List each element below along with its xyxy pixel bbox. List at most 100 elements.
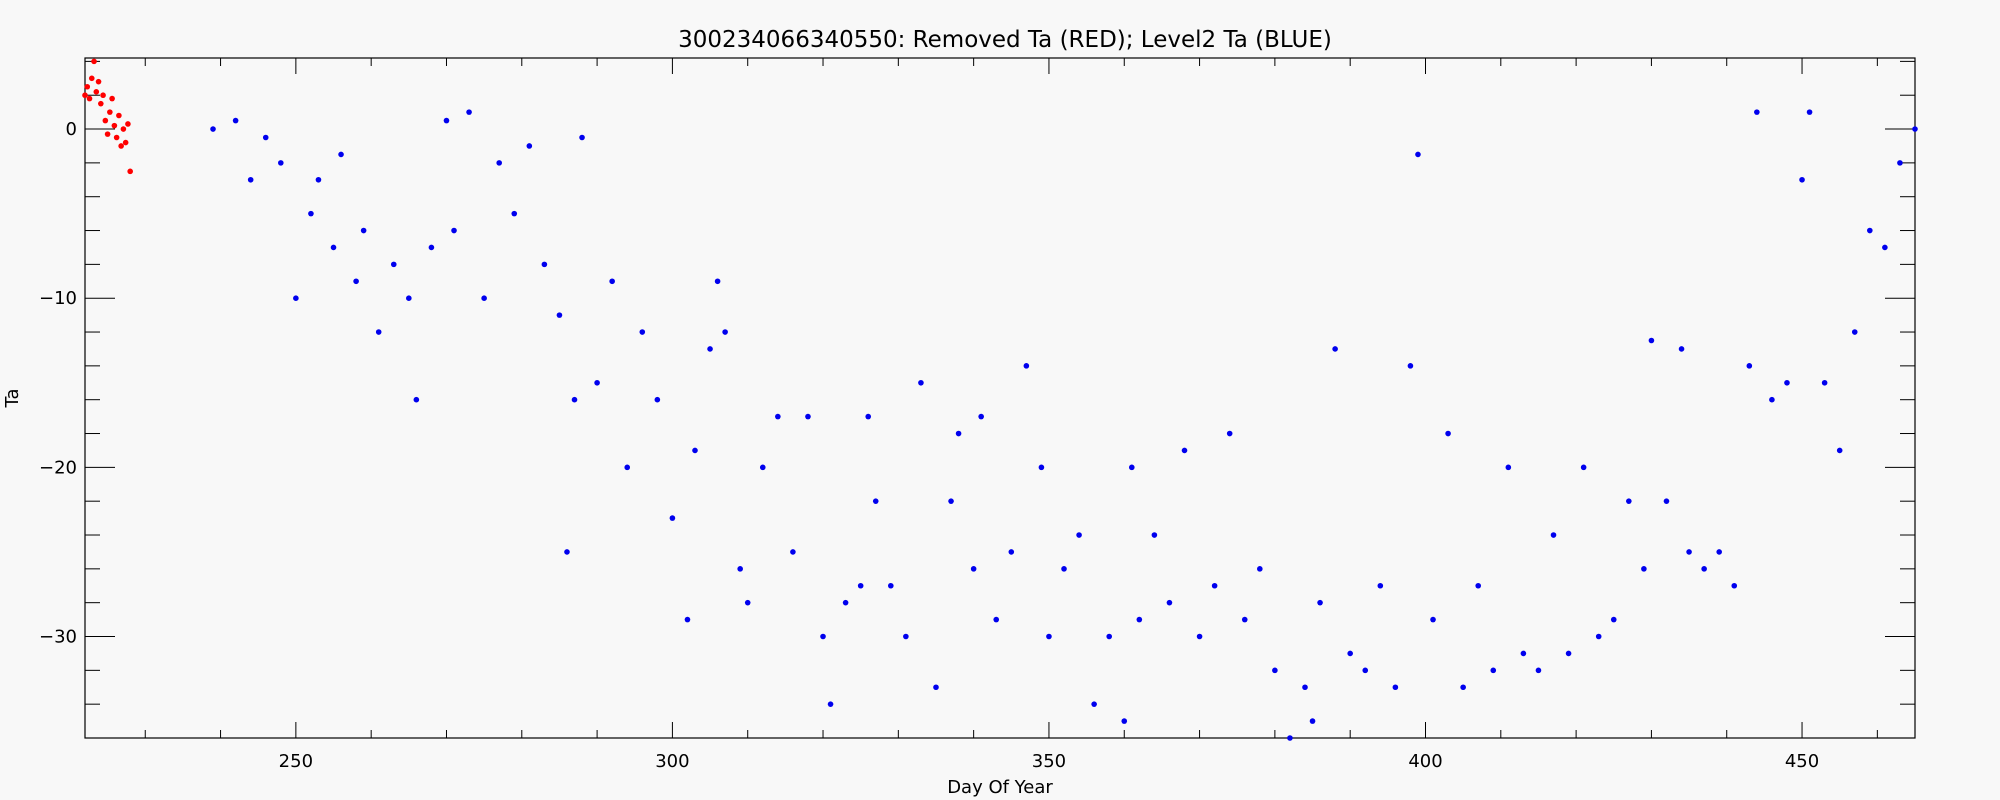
x-axis-label: Day Of Year	[947, 777, 1053, 798]
data-point	[428, 244, 435, 251]
data-point	[451, 227, 457, 234]
data-point	[1076, 532, 1082, 538]
data-point	[759, 464, 766, 471]
x-tick-label: 400	[1408, 751, 1442, 772]
data-point	[707, 346, 713, 352]
data-point	[122, 139, 129, 146]
data-point	[1128, 464, 1135, 471]
data-point	[1415, 151, 1421, 158]
data-point	[564, 549, 570, 555]
data-point	[669, 515, 676, 521]
axis-tick-labels: 250 300 350 400 450 0 −10 −20 −30	[39, 119, 1819, 772]
data-point	[1912, 126, 1918, 132]
data-point	[413, 396, 420, 403]
data-point	[692, 447, 698, 454]
data-point	[1505, 464, 1512, 471]
data-point	[1550, 532, 1557, 538]
data-point	[1821, 379, 1828, 386]
x-tick-label: 300	[655, 751, 689, 772]
data-point	[109, 95, 115, 102]
data-point	[91, 58, 97, 65]
data-point	[1430, 616, 1436, 623]
data-point	[100, 92, 106, 99]
data-point	[654, 396, 661, 403]
data-point	[1626, 498, 1632, 504]
data-point	[375, 329, 382, 335]
data-point	[1784, 379, 1790, 386]
data-point	[1023, 363, 1030, 369]
data-point	[111, 122, 118, 129]
data-point	[1038, 464, 1045, 471]
y-tick-label: −10	[39, 288, 77, 309]
data-point	[872, 498, 879, 504]
data-point	[390, 261, 397, 268]
data-point	[1008, 549, 1015, 555]
data-point	[1799, 176, 1805, 183]
data-point	[1061, 566, 1067, 572]
data-point	[1460, 684, 1466, 691]
data-point	[1046, 633, 1052, 640]
data-point	[1520, 650, 1527, 657]
data-points	[82, 58, 1918, 741]
data-point	[1686, 549, 1692, 555]
data-point	[1445, 430, 1451, 437]
data-point	[790, 549, 796, 555]
data-point	[1347, 650, 1353, 657]
data-point	[1377, 582, 1384, 589]
data-point	[84, 83, 91, 90]
data-point	[1151, 532, 1158, 538]
data-point	[315, 176, 322, 183]
series-level2-ta	[210, 109, 1918, 741]
data-point	[262, 134, 269, 141]
x-tick-label: 350	[1032, 751, 1066, 772]
data-point	[827, 701, 834, 707]
chart-title: 300234066340550: Removed Ta (RED); Level…	[678, 27, 1332, 53]
data-point	[118, 143, 124, 149]
data-point	[232, 117, 239, 124]
data-point	[496, 160, 502, 166]
data-point	[1407, 363, 1414, 369]
data-point	[353, 278, 359, 285]
data-point	[609, 278, 615, 285]
data-point	[278, 160, 284, 166]
data-point	[1580, 464, 1587, 471]
data-point	[993, 616, 1000, 623]
data-point	[1836, 447, 1843, 454]
data-point	[948, 498, 954, 504]
data-point	[1490, 667, 1497, 674]
data-point	[1897, 160, 1903, 166]
plot-frame	[84, 57, 1916, 739]
data-point	[1678, 346, 1685, 352]
data-point	[579, 134, 585, 141]
data-point	[104, 131, 111, 137]
data-point	[98, 100, 104, 107]
data-point	[842, 599, 849, 606]
axis-ticks	[85, 58, 1915, 739]
data-point	[107, 109, 113, 115]
data-point	[1610, 616, 1617, 623]
data-point	[247, 176, 254, 183]
data-point	[820, 633, 826, 640]
data-point	[125, 121, 131, 127]
data-point	[1392, 684, 1399, 691]
data-point	[1663, 498, 1670, 504]
data-point	[1226, 430, 1233, 437]
data-point	[1475, 582, 1482, 589]
data-point	[888, 582, 894, 589]
data-point	[1106, 633, 1112, 640]
data-point	[102, 117, 109, 124]
data-point	[1332, 346, 1338, 352]
data-point	[1648, 337, 1655, 344]
data-point	[293, 295, 299, 301]
data-point	[120, 126, 127, 132]
data-point	[1272, 667, 1278, 674]
data-point	[1121, 718, 1128, 724]
data-point	[1746, 363, 1753, 369]
data-point	[526, 143, 533, 149]
data-point	[1565, 650, 1572, 657]
x-tick-label: 450	[1785, 751, 1819, 772]
data-point	[737, 566, 743, 572]
data-point	[330, 244, 337, 251]
data-point	[1302, 684, 1308, 691]
